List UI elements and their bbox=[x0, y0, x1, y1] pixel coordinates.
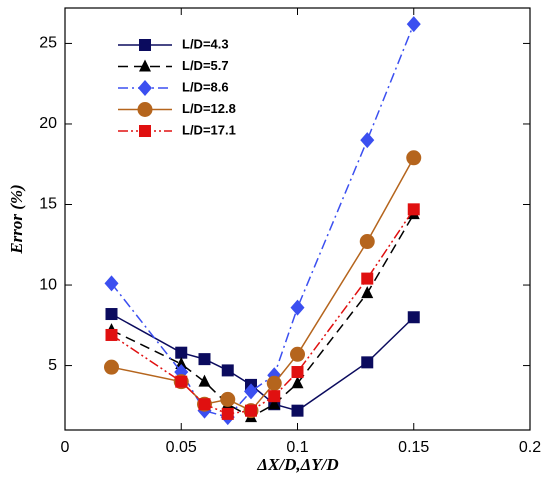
marker bbox=[359, 234, 375, 250]
legend-entry: L/D=12.8 bbox=[118, 101, 236, 117]
legend-label: L/D=12.8 bbox=[182, 101, 236, 116]
marker bbox=[221, 407, 234, 420]
x-axis-title: ΔX/D,ΔY/D bbox=[256, 455, 338, 474]
marker bbox=[175, 346, 188, 359]
y-tick-label: 15 bbox=[39, 196, 57, 213]
marker bbox=[290, 346, 305, 362]
marker bbox=[175, 356, 188, 369]
y-tick-label: 5 bbox=[48, 357, 57, 374]
marker bbox=[220, 391, 236, 407]
y-tick-label: 25 bbox=[39, 35, 57, 52]
series-line bbox=[110, 23, 415, 418]
marker bbox=[245, 404, 257, 417]
legend-marker bbox=[139, 39, 151, 51]
marker bbox=[198, 374, 211, 387]
marker bbox=[198, 353, 211, 366]
marker bbox=[221, 364, 234, 377]
x-tick-label: 0.1 bbox=[286, 439, 308, 456]
marker bbox=[266, 375, 282, 391]
x-tick-label: 0.05 bbox=[166, 439, 197, 456]
marker bbox=[406, 16, 421, 33]
marker bbox=[291, 376, 304, 389]
marker bbox=[104, 359, 119, 375]
legend-entry: L/D=4.3 bbox=[118, 36, 229, 51]
marker bbox=[361, 272, 374, 285]
marker bbox=[407, 311, 420, 324]
marker bbox=[104, 275, 119, 292]
marker bbox=[361, 286, 374, 299]
legend-marker bbox=[139, 59, 151, 72]
legend-marker bbox=[137, 102, 153, 117]
legend-marker bbox=[138, 80, 152, 96]
marker bbox=[175, 375, 188, 388]
y-tick-label: 10 bbox=[39, 276, 57, 293]
y-axis-title: Error (%) bbox=[7, 184, 26, 254]
marker bbox=[291, 366, 304, 379]
marker bbox=[407, 203, 420, 216]
marker bbox=[406, 150, 422, 166]
legend-label: L/D=17.1 bbox=[182, 122, 236, 137]
x-tick-label: 0.2 bbox=[519, 439, 541, 456]
legend-entry: L/D=8.6 bbox=[118, 79, 229, 96]
marker bbox=[105, 308, 118, 321]
legend-label: L/D=8.6 bbox=[182, 79, 229, 94]
x-tick-label: 0 bbox=[61, 439, 70, 456]
legend-marker bbox=[139, 125, 151, 137]
marker bbox=[244, 383, 258, 400]
marker bbox=[361, 356, 374, 369]
marker bbox=[290, 299, 305, 316]
y-tick-label: 20 bbox=[39, 115, 57, 132]
marker bbox=[105, 328, 118, 341]
legend-label: L/D=5.7 bbox=[182, 58, 229, 73]
x-tick-label: 0.15 bbox=[398, 439, 429, 456]
marker bbox=[291, 404, 304, 417]
marker bbox=[360, 132, 375, 149]
legend-entry: L/D=5.7 bbox=[118, 58, 229, 73]
legend-entry: L/D=17.1 bbox=[118, 122, 236, 137]
legend-label: L/D=4.3 bbox=[182, 36, 229, 51]
marker bbox=[268, 397, 281, 410]
marker bbox=[198, 398, 211, 411]
marker bbox=[268, 390, 281, 403]
